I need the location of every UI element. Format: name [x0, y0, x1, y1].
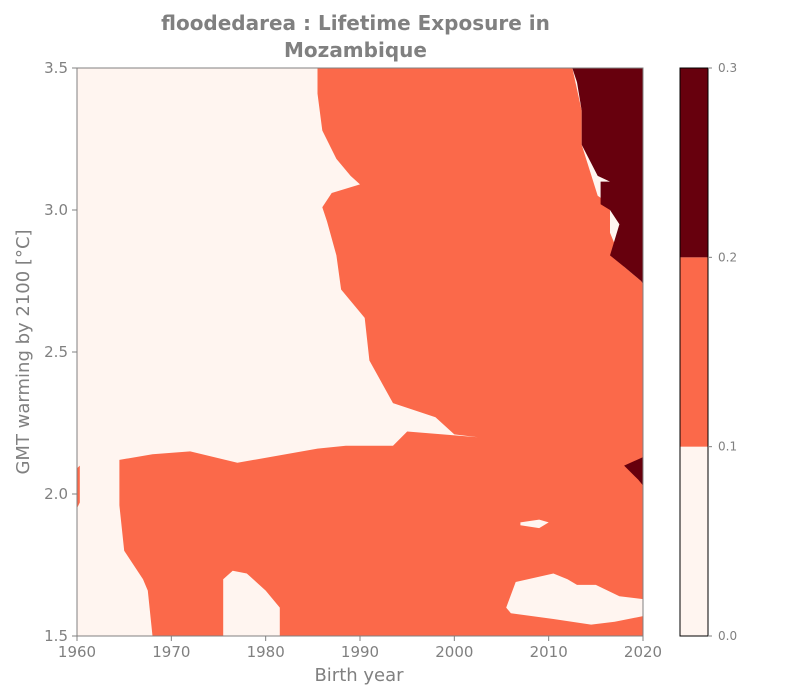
x-tick-label: 1990	[341, 643, 379, 661]
y-tick-label: 3.0	[44, 201, 68, 219]
chart-title-line-2: Mozambique	[284, 38, 427, 62]
colorbar-tick-label: 0.1	[718, 440, 737, 454]
y-tick-label: 3.5	[44, 59, 68, 77]
y-axis: 1.5 2.0 2.5 3.0 3.5	[44, 59, 77, 645]
x-tick-label: 2020	[624, 643, 662, 661]
x-tick-label: 2000	[435, 643, 473, 661]
y-axis-label: GMT warming by 2100 [°C]	[13, 229, 34, 474]
colorbar-frame	[679, 67, 709, 637]
exposure-0.2-0.3-region-2	[624, 457, 643, 486]
exposure-0.1-0.2-region-1	[119, 68, 643, 636]
x-tick-label: 1960	[58, 643, 96, 661]
x-tick-label: 2010	[530, 643, 568, 661]
y-tick-label: 2.5	[44, 343, 68, 361]
colorbar-band-1	[680, 446, 708, 636]
x-tick-label: 1980	[247, 643, 285, 661]
colorbar: 0.0 0.1 0.2 0.3	[679, 61, 737, 643]
colorbar-tick-label: 0.0	[718, 629, 737, 643]
x-axis-label: Birth year	[314, 665, 404, 686]
exposure-0.1-0.2-region-2	[77, 465, 80, 509]
chart-title: floodedarea : Lifetime Exposure in Mozam…	[0, 10, 711, 64]
colorbar-tick-label: 0.2	[718, 250, 737, 264]
y-tick-label: 1.5	[44, 627, 68, 645]
chart-title-line-1: floodedarea : Lifetime Exposure in	[161, 11, 550, 35]
y-tick-label: 2.0	[44, 485, 68, 503]
colorbar-band-2	[680, 257, 708, 447]
x-tick-label: 1970	[152, 643, 190, 661]
colorbar-tick-label: 0.3	[718, 61, 737, 75]
exposure-0.0-0.1-hole-region-1	[520, 519, 549, 529]
plot-area	[76, 67, 644, 637]
colorbar-band-3	[680, 68, 708, 258]
x-axis: 1960 1970 1980 1990 2000 2010 2020	[58, 636, 662, 661]
exposure-0.2-0.3-region-1	[572, 68, 643, 284]
